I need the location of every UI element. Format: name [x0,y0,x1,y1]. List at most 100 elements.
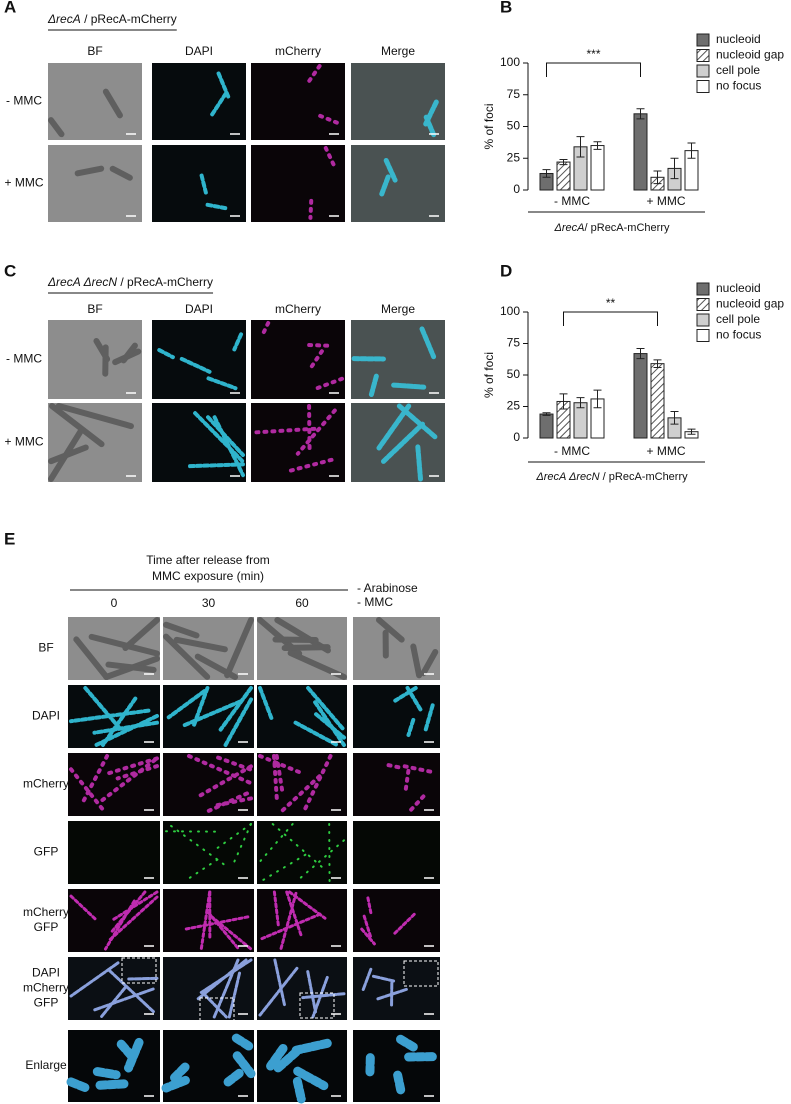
cell [69,767,106,813]
x-axis-label: ΔrecA/ pRecA-mCherry [554,222,670,234]
cell [379,174,391,197]
cell [301,754,333,815]
x-category-label: - MMC [554,444,590,458]
cell [306,686,346,733]
cell [272,890,281,929]
micrograph [353,889,440,952]
row-label: mCherry [23,981,69,995]
row-label: DAPI [32,966,60,980]
cell [410,643,423,679]
inset-box [199,997,235,1024]
cell [311,376,344,392]
y-tick-label: 25 [507,150,521,164]
row-label: Enlarge [25,1058,67,1072]
image-background [251,320,345,399]
cell [258,754,303,775]
legend-swatch [696,282,710,296]
cell [48,403,105,448]
micrograph [152,320,246,399]
micrograph [257,821,347,884]
cell [293,1066,329,1091]
micrograph [163,957,254,1020]
error-bar [593,389,602,409]
cell [232,823,252,866]
error-bar [636,348,645,360]
image-background [353,685,440,748]
image-background [257,957,347,1020]
error-bar [653,359,662,368]
legend-label: nucleoid gap [716,48,784,62]
cell [415,444,424,482]
cell [260,853,307,882]
y-axis-label: % of foci [482,352,496,398]
cell [376,617,405,643]
title-italic: ΔrecA [47,12,81,26]
cell [252,426,317,435]
image-background [48,145,142,222]
cell [83,686,124,732]
cell [272,636,319,644]
image-background [152,63,246,140]
cell [224,617,254,679]
cell [293,720,340,747]
panel-title: ΔrecA / pRecA-mCherry [47,12,177,26]
cell [259,823,294,863]
micrograph [353,685,440,748]
micrograph [68,617,160,680]
micrograph [48,63,142,140]
micrograph [68,753,160,816]
cell [209,91,228,117]
micrograph [353,1030,440,1102]
y-tick-label: 0 [513,430,520,444]
micrograph [351,145,445,222]
legend-swatch [696,80,710,93]
micrograph [152,403,246,482]
title-text: / pRecA-mCherry [117,275,213,289]
cell [295,839,345,882]
cell [93,338,111,363]
panel-letter: D [500,261,512,280]
error-bar [542,169,551,178]
x-axis-label: ΔrecA ΔrecN / pRecA-mCherry [535,471,688,483]
bar [650,363,665,439]
y-tick-label: 75 [507,87,521,101]
cell [285,890,303,937]
time-label: 0 [111,596,118,610]
micrograph [351,320,445,399]
cell [218,686,253,732]
header-text: MMC exposure (min) [152,569,264,583]
legend-label: no focus [716,79,761,93]
cell [422,703,435,735]
cell [94,713,159,747]
cell [100,757,157,803]
error-bar [687,428,696,435]
row-label: - MMC [6,352,42,366]
cell [55,403,134,430]
micrograph [351,63,445,140]
micrograph [68,685,160,748]
cell [66,1077,92,1093]
cell [199,173,208,195]
column-label: DAPI [185,44,213,58]
micrograph [161,1030,256,1102]
legend-swatch [696,64,710,78]
bar [633,353,648,439]
cell [287,650,347,680]
image-background [68,1030,160,1102]
micrograph [66,1030,160,1102]
cell [308,198,314,220]
micrograph [48,145,142,222]
micrograph [251,403,345,482]
cell [207,911,241,951]
cell [187,462,245,469]
column-label: BF [87,302,102,316]
y-tick-label: 0 [513,182,520,196]
cell [93,1079,129,1090]
panel-letter: A [4,0,16,16]
cell [169,1062,190,1083]
significance-label: *** [586,47,600,61]
cell [403,768,411,794]
micrograph [68,889,160,952]
cell [127,976,159,981]
cell [191,686,210,728]
